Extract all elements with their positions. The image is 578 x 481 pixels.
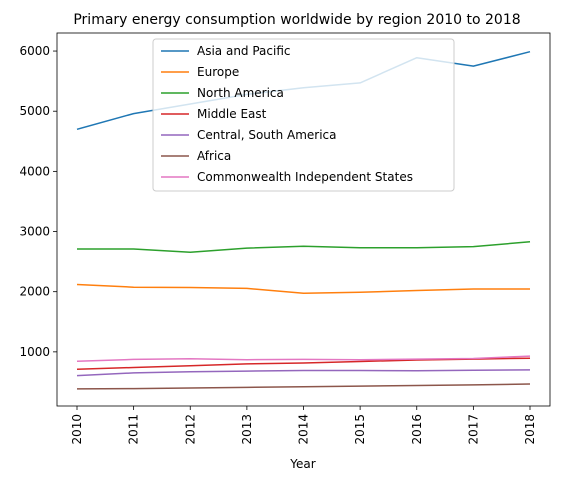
y-tick-label: 4000 [19, 164, 50, 178]
y-axis: 1000 2000 3000 4000 5000 6000 [19, 44, 57, 359]
y-tick-label: 6000 [19, 44, 50, 58]
x-tick-label: 2014 [297, 414, 311, 445]
x-tick-label: 2011 [127, 414, 141, 445]
series-line [77, 242, 530, 253]
legend-label: Commonwealth Independent States [197, 170, 413, 184]
legend-label: Europe [197, 65, 239, 79]
x-tick-label: 2012 [183, 414, 197, 445]
series-line [77, 356, 530, 361]
y-tick-label: 3000 [19, 225, 50, 239]
legend-label: Africa [197, 149, 231, 163]
legend-label: North America [197, 86, 284, 100]
y-tick-label: 1000 [19, 345, 50, 359]
x-axis-label: Year [289, 457, 315, 471]
x-tick-label: 2013 [240, 414, 254, 445]
legend-label: Central, South America [197, 128, 337, 142]
legend: Asia and Pacific Europe North America Middl… [153, 39, 454, 191]
x-tick-label: 2018 [523, 414, 537, 445]
series-line [77, 370, 530, 376]
x-tick-label: 2015 [353, 414, 367, 445]
x-tick-label: 2016 [410, 414, 424, 445]
x-tick-label: 2017 [466, 414, 480, 445]
series-line [77, 285, 530, 294]
legend-label: Asia and Pacific [197, 44, 291, 58]
series-line [77, 384, 530, 389]
x-tick-label: 2010 [70, 414, 84, 445]
x-axis: 2010 2011 2012 2013 2014 2015 2016 2017 2018 [70, 406, 537, 445]
y-tick-label: 2000 [19, 285, 50, 299]
chart-title: Primary energy consumption worldwide by … [73, 12, 520, 28]
y-tick-label: 5000 [19, 104, 50, 118]
legend-label: Middle East [197, 107, 267, 121]
